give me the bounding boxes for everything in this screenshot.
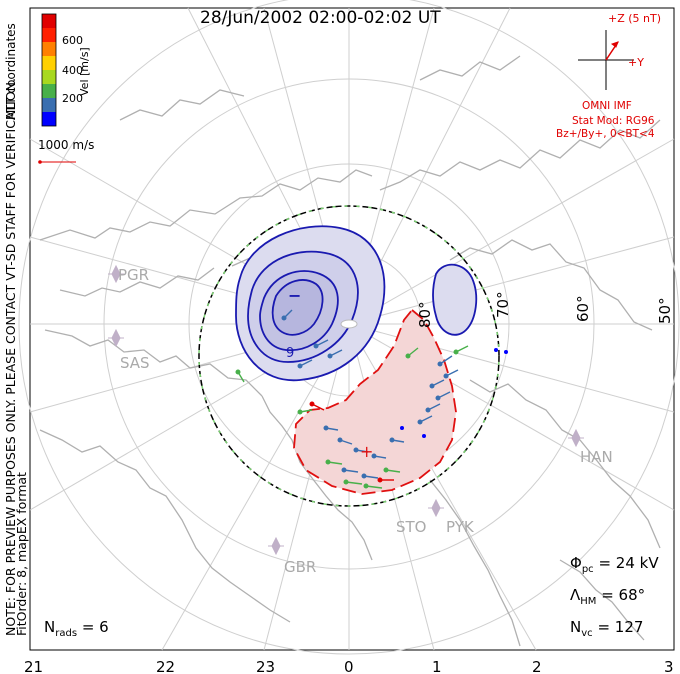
plot-frame	[29, 7, 675, 651]
vel-tick-400: 400	[62, 64, 83, 77]
station-markers	[108, 264, 584, 556]
station-label-gbr: GBR	[284, 558, 317, 576]
mlt-label-22: 22	[156, 658, 176, 674]
nvc-value: = 127	[597, 618, 644, 636]
mlt-label-21: 21	[24, 658, 44, 674]
station-label-han: HAN	[580, 448, 613, 466]
fit-order-text: FitOrder: 8, mapEX format	[14, 472, 29, 636]
dawn-max-marker: +	[360, 442, 374, 461]
imf-y-label: +Y	[628, 56, 644, 69]
velocity-color-scale	[41, 13, 57, 127]
nvc-stat: Nvc = 127	[570, 618, 643, 639]
dawn-negative-cell	[432, 263, 478, 336]
mlt-label-23: 23	[256, 658, 276, 674]
vector-legend-label: 1000 m/s	[38, 138, 95, 152]
station-label-pyk: PYK	[446, 518, 474, 536]
lat-label-50: 50°	[656, 297, 674, 324]
station-marker-han	[568, 428, 584, 448]
station-marker-sas	[108, 328, 124, 348]
lat-label-60: 60°	[574, 295, 592, 322]
mlt-label-1: 1	[432, 658, 442, 674]
vector-legend-arrow	[38, 160, 76, 164]
mlt-label-2: 2	[532, 658, 542, 674]
imf-z-label: +Z (5 nT)	[608, 12, 662, 25]
station-label-pgr: PGR	[118, 266, 150, 284]
phi-pc-stat: Φpc = 24 kV	[570, 554, 659, 575]
positive-potential-cell	[293, 308, 457, 495]
nrads-value: = 6	[81, 618, 109, 636]
mlt-label-0: 0	[344, 658, 354, 674]
imf-clock	[578, 30, 634, 90]
negative-potential-cell	[235, 225, 386, 382]
station-marker-gbr	[268, 536, 284, 556]
station-marker-pgr	[108, 264, 124, 284]
lat-label-80: 80°	[416, 301, 434, 328]
station-marker-sto	[428, 498, 444, 518]
lat-circle-50	[18, 0, 680, 655]
nvc-symbol: Nvc	[570, 618, 593, 639]
mlt-label-3: 3	[664, 658, 674, 674]
vel-tick-200: 200	[62, 92, 83, 105]
pole-marker	[340, 319, 358, 329]
lat-label-70: 70°	[494, 291, 512, 318]
imf-model: Stat Mod: RG96	[572, 115, 655, 127]
dusk-min-marker: −	[288, 286, 302, 305]
lambda-symbol: ΛHM	[570, 586, 597, 607]
phi-pc-value: = 24 kV	[598, 554, 659, 572]
coastlines	[39, 55, 661, 647]
phi-symbol: Φpc	[570, 554, 594, 575]
vel-scale-label: Vel [m/s]	[78, 47, 91, 96]
lambda-hm-stat: ΛHM = 68°	[570, 586, 645, 607]
station-label-sas: SAS	[120, 354, 150, 372]
vel-tick-600: 600	[62, 34, 83, 47]
nrads-stat: Nrads = 6	[44, 618, 109, 639]
hmb-boundary-inner	[198, 205, 500, 507]
station-label-sto: STO	[396, 518, 427, 536]
nrads-symbol: Nrads	[44, 618, 78, 639]
lambda-hm-value: = 68°	[601, 586, 646, 604]
map-title: 28/Jun/2002 02:00-02:02 UT	[200, 8, 441, 28]
imf-source: OMNI IMF	[582, 100, 632, 112]
velocity-vectors	[235, 309, 508, 489]
dusk-contour-value: 9	[286, 346, 295, 361]
imf-conditions: Bz+/By+, 0<BT<4	[556, 128, 655, 140]
